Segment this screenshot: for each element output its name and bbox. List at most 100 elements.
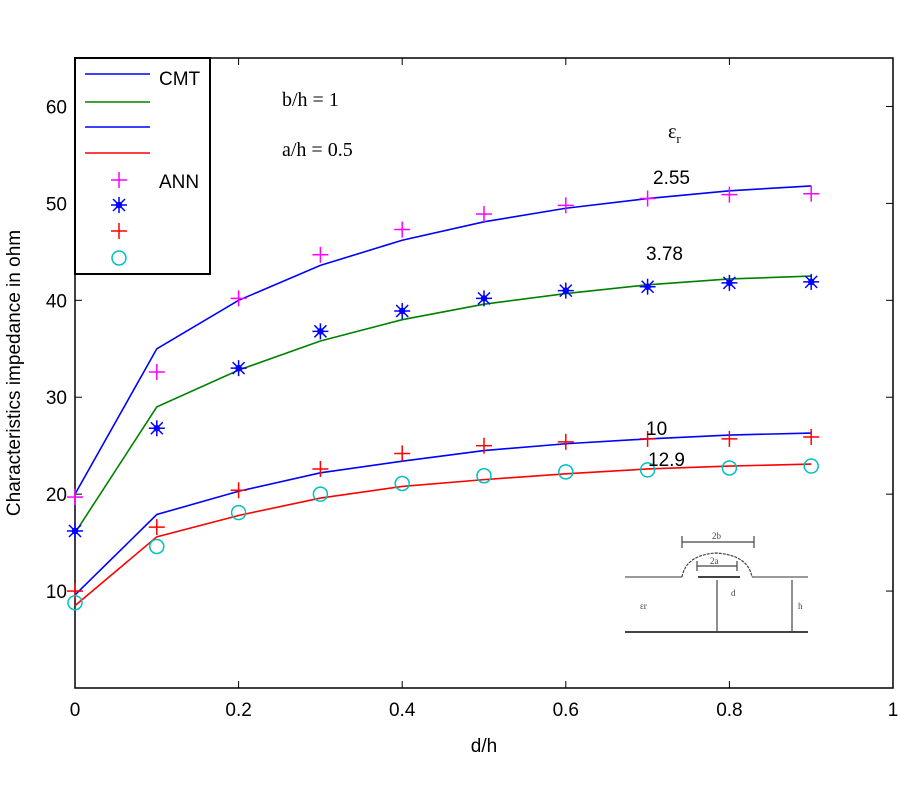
data-point-ann-10: [803, 428, 820, 445]
data-point-ann-2.55: [639, 190, 656, 207]
data-point-ann-2.55: [476, 206, 492, 223]
marker-circle: [312, 486, 329, 502]
data-point-ann-3.78: [476, 290, 492, 307]
data-point-ann-12.9: [149, 538, 165, 555]
data-point-ann-12.9: [639, 462, 656, 478]
y-tick-label: 50: [46, 194, 67, 215]
data-point-ann-12.9: [394, 475, 410, 492]
inset-label-2a: 2a: [710, 556, 719, 566]
annotation-bh: b/h = 1: [282, 89, 339, 111]
data-point-ann-12.9: [803, 458, 819, 474]
marker-circle: [721, 460, 738, 476]
data-point-ann-3.78: [230, 360, 247, 377]
data-point-ann-10: [557, 433, 574, 450]
data-point-ann-2.55: [803, 185, 820, 202]
data-point-ann-12.9: [721, 460, 738, 476]
data-point-ann-3.78: [312, 323, 329, 340]
marker-dot: [71, 527, 79, 535]
data-point-ann-10: [230, 482, 247, 499]
plot-frame: [74, 57, 894, 689]
data-point-ann-3.78: [557, 282, 574, 299]
data-point-ann-3.78: [639, 278, 656, 295]
inset-label-d: d: [731, 588, 736, 598]
series-label-er-2.55: 2.55: [653, 168, 690, 189]
series-label-er-3.78: 3.78: [646, 244, 683, 265]
data-point-ann-10: [148, 519, 165, 536]
legend-marker-10: [111, 223, 127, 239]
data-point-ann-3.78: [803, 273, 820, 290]
x-tick-label: 1: [888, 700, 899, 721]
marker-circle: [476, 467, 492, 484]
series-line-cmt-12.9: [74, 463, 812, 607]
data-point-ann-10: [394, 445, 411, 462]
marker-circle: [558, 464, 574, 480]
inset-geometry-diagram: 2b 2a d h εr: [625, 531, 808, 633]
marker-dot: [807, 278, 815, 286]
marker-circle: [111, 250, 127, 266]
marker-dot: [115, 201, 123, 209]
y-tick-label: 20: [46, 485, 67, 506]
data-point-ann-2.55: [312, 246, 329, 263]
series-line-cmt-2.55: [74, 185, 812, 495]
data-point-ann-3.78: [721, 274, 738, 291]
marker-circle: [803, 458, 819, 474]
x-tick-label: 0.6: [553, 700, 579, 721]
data-point-ann-10: [312, 460, 329, 477]
marker-dot: [317, 328, 324, 335]
x-tick-label: 0.8: [716, 700, 742, 721]
legend-label-cmt: CMT: [159, 69, 201, 90]
inset-label-2b: 2b: [712, 531, 722, 541]
legend-marker-3.78: [111, 197, 127, 213]
inset-label-h: h: [798, 601, 803, 611]
inset-label-er: εr: [640, 601, 647, 611]
x-axis-label: d/h: [471, 736, 497, 757]
data-point-ann-2.55: [148, 364, 165, 381]
data-point-ann-2.55: [67, 489, 83, 506]
data-point-ann-3.78: [67, 522, 83, 539]
marker-circle: [149, 538, 165, 555]
data-point-ann-12.9: [230, 504, 247, 521]
marker-dot: [726, 279, 733, 287]
marker-dot: [562, 287, 570, 294]
data-point-ann-3.78: [148, 420, 165, 437]
x-tick-label: 0.4: [389, 700, 416, 721]
legend-marker-12.9: [111, 250, 127, 266]
x-tick-label: 0.2: [225, 700, 251, 721]
marker-dot: [235, 364, 242, 372]
series-label-er-12.9: 12.9: [648, 450, 685, 471]
data-point-ann-12.9: [558, 464, 574, 480]
data-point-ann-2.55: [230, 290, 247, 307]
data-point-ann-2.55: [721, 186, 738, 203]
y-tick-label: 30: [46, 388, 67, 409]
legend-marker-2.55: [111, 172, 127, 188]
data-point-ann-2.55: [557, 197, 574, 214]
x-tick-label: 0: [70, 700, 81, 721]
y-tick-label: 60: [46, 97, 67, 118]
marker-circle: [67, 594, 83, 611]
data-point-ann-10: [639, 430, 656, 447]
data-point-ann-10: [721, 430, 738, 447]
data-point-ann-10: [476, 437, 492, 454]
data-point-ann-12.9: [476, 467, 492, 484]
series-line-cmt-10: [74, 432, 812, 596]
legend-label-ann: ANN: [159, 172, 199, 193]
marker-circle: [639, 462, 656, 478]
marker-dot: [398, 307, 406, 315]
data-point-ann-3.78: [394, 302, 411, 319]
y-tick-label: 10: [46, 582, 67, 603]
er-header: εr: [668, 121, 681, 146]
data-point-ann-2.55: [394, 221, 411, 238]
data-point-ann-12.9: [312, 486, 329, 502]
y-axis-label: Characteristics impedance in ohm: [4, 230, 25, 516]
legend: CMT ANN: [74, 57, 211, 275]
marker-dot: [153, 424, 161, 432]
marker-dot: [644, 283, 651, 290]
annotation-ah: a/h = 0.5: [282, 139, 353, 161]
y-tick-label: 40: [46, 291, 67, 312]
marker-circle: [394, 475, 410, 492]
marker-circle: [230, 504, 247, 521]
data-point-ann-12.9: [67, 594, 83, 611]
series-label-er-10: 10: [646, 419, 667, 440]
